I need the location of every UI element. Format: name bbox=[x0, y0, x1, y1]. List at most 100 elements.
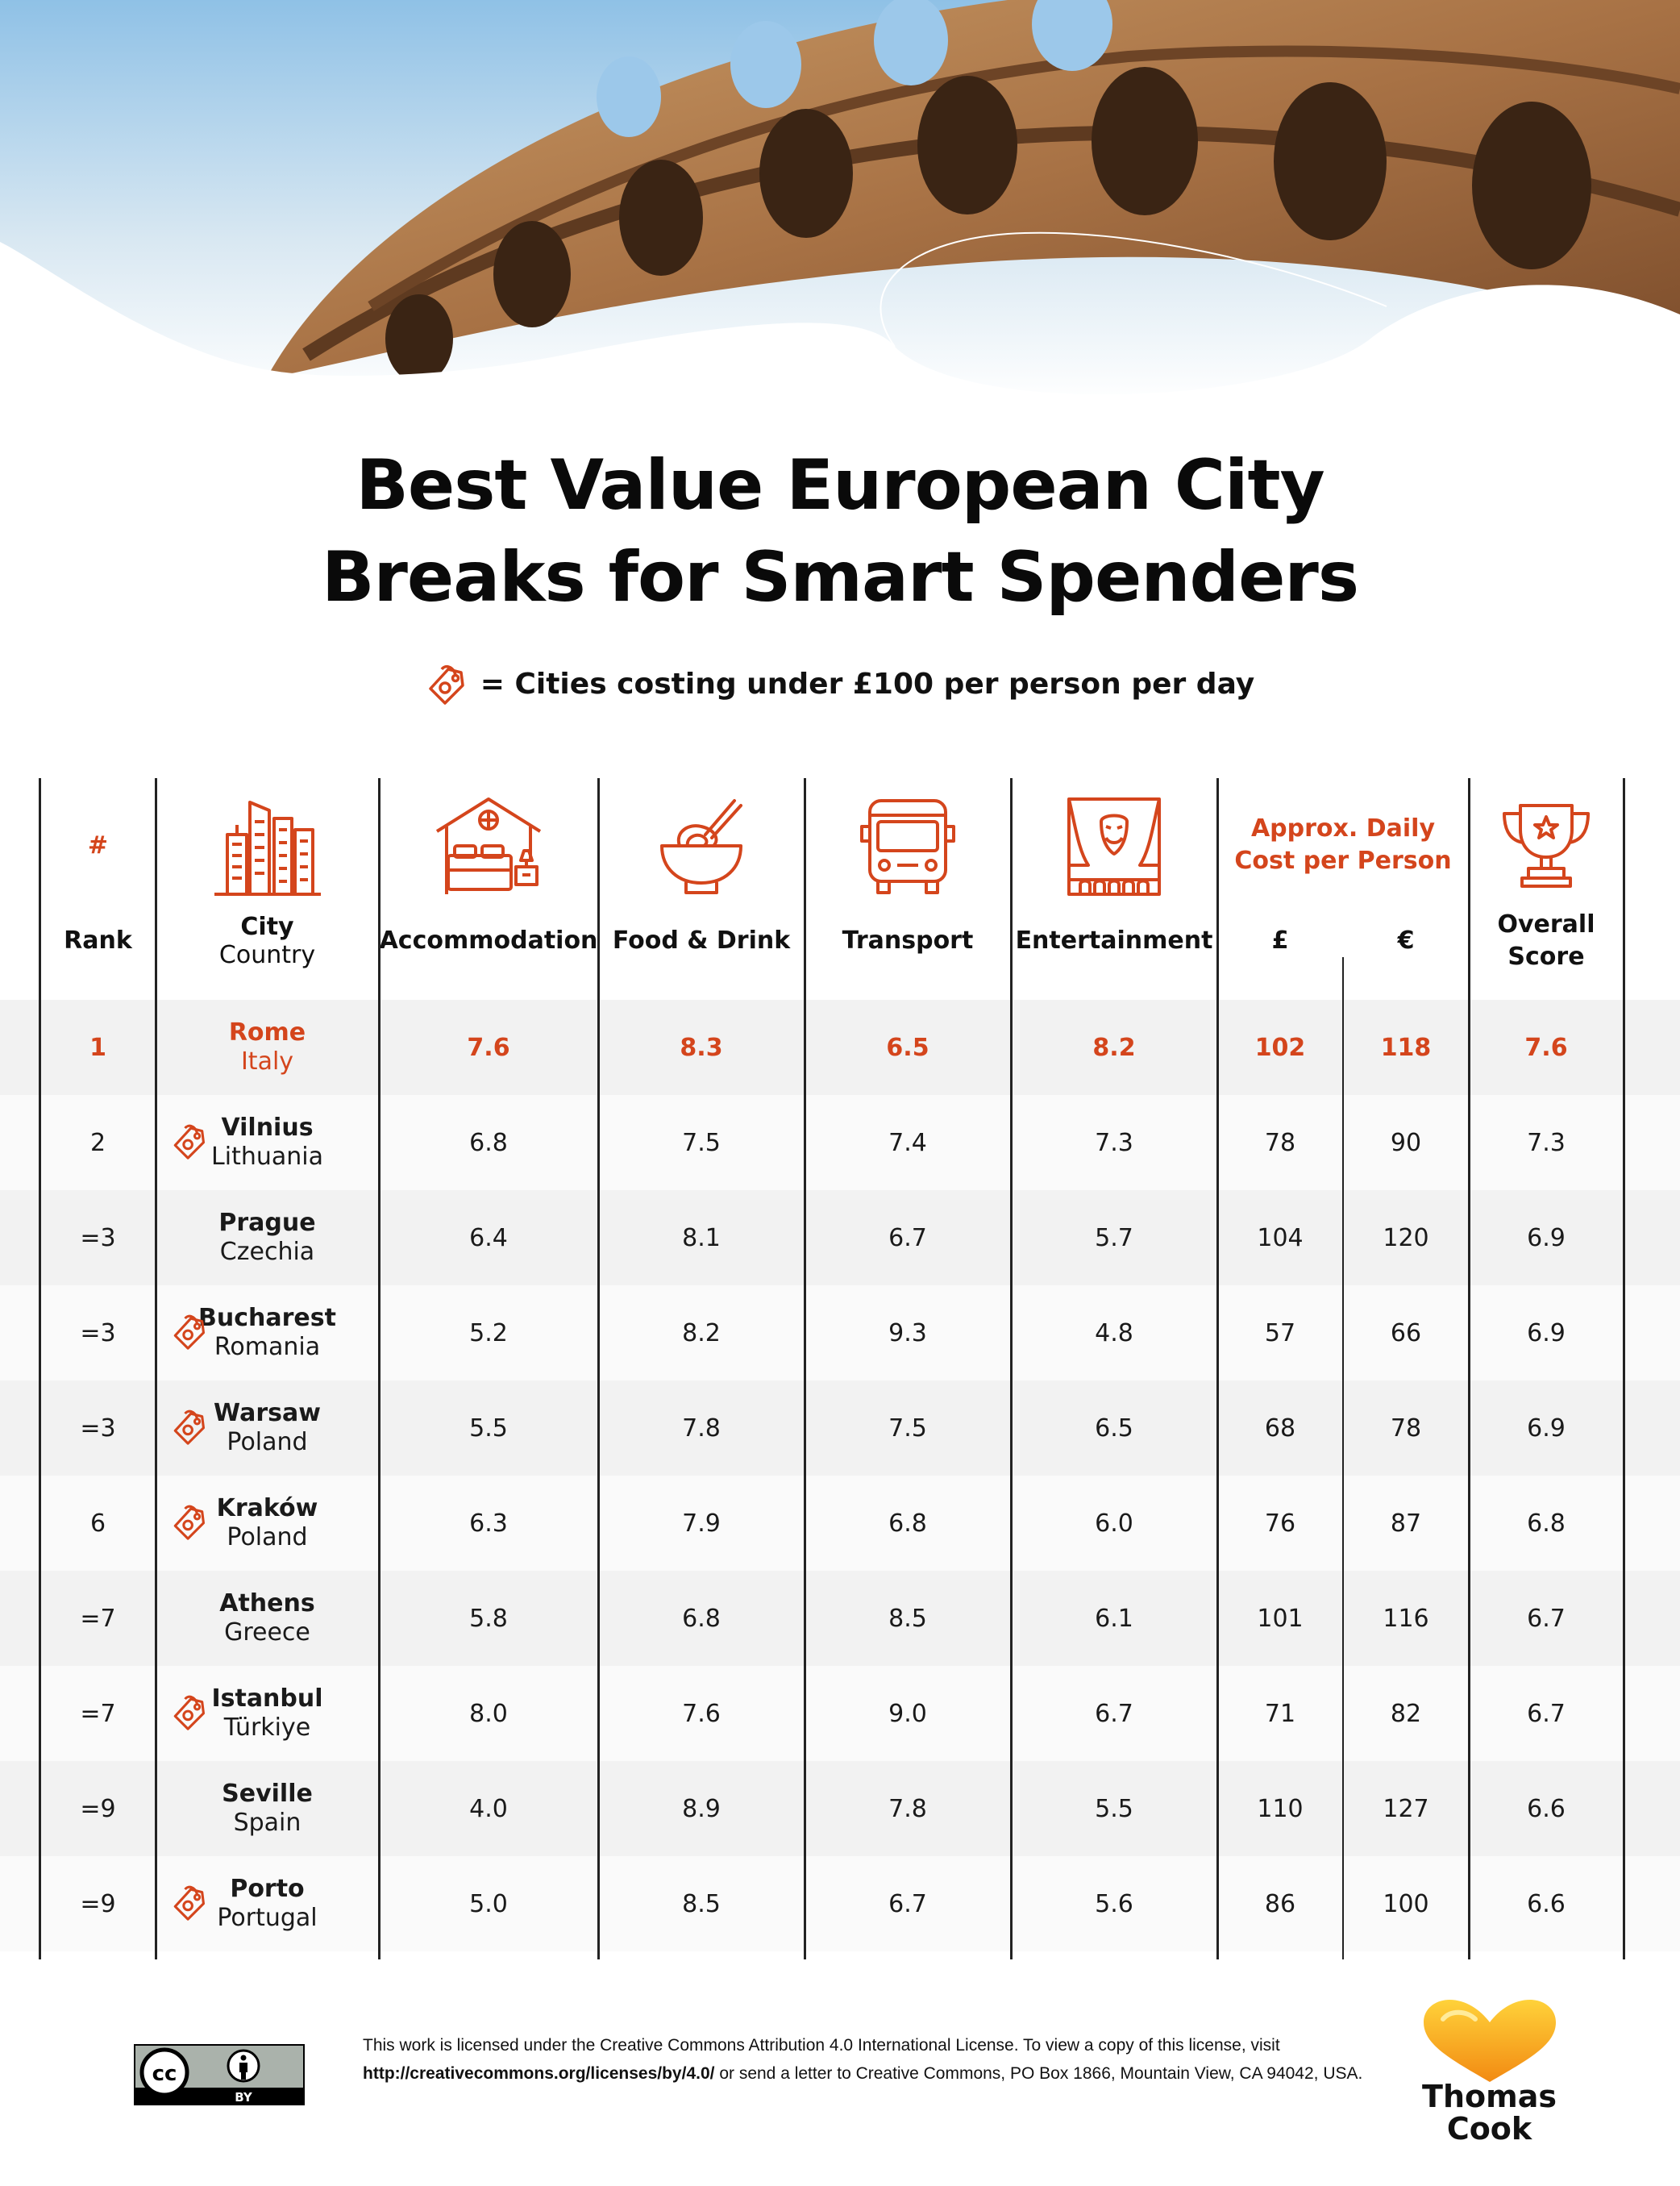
cc-badge-text: cc bbox=[152, 2062, 177, 2086]
entertainment-cell: 7.3 bbox=[1095, 1128, 1133, 1157]
entertainment-cell: 6.1 bbox=[1095, 1604, 1133, 1633]
city-name: Warsaw bbox=[214, 1399, 321, 1427]
city-cell: Seville Spain bbox=[156, 1761, 379, 1856]
hero-image bbox=[0, 0, 1680, 403]
eur-cell: 127 bbox=[1383, 1794, 1429, 1823]
rank-header-label: Rank bbox=[64, 926, 132, 955]
rank-cell: =9 bbox=[80, 1794, 116, 1823]
overall-cell: 6.9 bbox=[1527, 1318, 1566, 1347]
accommodation-cell: 6.3 bbox=[469, 1509, 508, 1538]
column-divider bbox=[1216, 778, 1219, 1959]
entertainment-cell: 5.5 bbox=[1095, 1794, 1133, 1823]
country-name: Lithuania bbox=[211, 1143, 323, 1171]
table-row: =3 Prague Czechia 6.4 8.1 6.7 5.7 104 120 6.9 bbox=[0, 1190, 1680, 1285]
gbp-cell: 57 bbox=[1264, 1318, 1296, 1347]
noodle-bowl-icon bbox=[660, 799, 742, 894]
rank-cell: =3 bbox=[80, 1223, 116, 1252]
accommodation-cell: 7.6 bbox=[467, 1033, 510, 1062]
transport-cell: 6.7 bbox=[888, 1889, 927, 1918]
country-name: Italy bbox=[240, 1047, 294, 1076]
city-name: Rome bbox=[228, 1018, 306, 1047]
table-row: 6 Kraków Poland 6.3 7.9 6.8 6.0 76 87 6.8 bbox=[0, 1476, 1680, 1571]
food-cell: 6.8 bbox=[682, 1604, 721, 1633]
daily-cost-header-label: Approx. Daily Cost per Person bbox=[1234, 814, 1452, 875]
rank-cell: =9 bbox=[80, 1889, 116, 1918]
city-name: Istanbul bbox=[211, 1684, 323, 1713]
header-transport: Transport bbox=[805, 778, 1011, 1000]
accommodation-cell: 6.4 bbox=[469, 1223, 508, 1252]
entertainment-cell: 6.0 bbox=[1095, 1509, 1133, 1538]
food-cell: 8.5 bbox=[682, 1889, 721, 1918]
entertainment-header-label: Entertainment bbox=[1015, 926, 1213, 955]
overall-cell: 7.3 bbox=[1527, 1128, 1566, 1157]
transport-cell: 7.4 bbox=[888, 1128, 927, 1157]
eur-cell: 87 bbox=[1390, 1509, 1422, 1538]
accommodation-cell: 8.0 bbox=[469, 1699, 508, 1728]
thomas-cook-heart-logo bbox=[1424, 2000, 1556, 2082]
table-row: 2 Vilnius Lithuania 6.8 7.5 7.4 7.3 78 90 7.3 bbox=[0, 1095, 1680, 1190]
column-divider bbox=[1468, 778, 1470, 1959]
entertainment-cell: 4.8 bbox=[1095, 1318, 1133, 1347]
city-name: Seville bbox=[222, 1780, 313, 1808]
license-text: This work is licensed under the Creative… bbox=[363, 2031, 1387, 2088]
ranking-table: 1 Rome Italy 7.6 8.3 6.5 8.2 102 118 7.6 2 Vilnius L… bbox=[0, 778, 1680, 1959]
country-name: Türkiye bbox=[223, 1713, 311, 1742]
entertainment-cell: 5.7 bbox=[1095, 1223, 1133, 1252]
header-entertainment: Entertainment bbox=[1011, 778, 1217, 1000]
rank-cell: =7 bbox=[80, 1604, 116, 1633]
country-name: Romania bbox=[214, 1333, 321, 1361]
city-cell: Istanbul Türkiye bbox=[156, 1666, 379, 1761]
food-cell: 8.2 bbox=[682, 1318, 721, 1347]
accommodation-header-label: Accommodation bbox=[379, 926, 598, 955]
country-name: Portugal bbox=[217, 1904, 318, 1932]
gbp-cell: 86 bbox=[1264, 1889, 1296, 1918]
table-row: 1 Rome Italy 7.6 8.3 6.5 8.2 102 118 7.6 bbox=[0, 1000, 1680, 1095]
food-cell: 7.8 bbox=[682, 1414, 721, 1443]
entertainment-cell: 6.7 bbox=[1095, 1699, 1133, 1728]
column-divider bbox=[155, 778, 157, 1959]
column-divider bbox=[597, 778, 600, 1959]
gbp-cell: 71 bbox=[1264, 1699, 1296, 1728]
city-name: Athens bbox=[219, 1589, 315, 1618]
country-header-label: Country bbox=[218, 941, 316, 969]
gbp-cell: 68 bbox=[1264, 1414, 1296, 1443]
city-header-label: City bbox=[240, 913, 294, 941]
license-link[interactable]: http://creativecommons.org/licenses/by/4… bbox=[363, 2064, 715, 2083]
price-tag-icon bbox=[173, 1314, 206, 1350]
transport-cell: 6.8 bbox=[888, 1509, 927, 1538]
page-title-line-2: Breaks for Smart Spenders bbox=[321, 537, 1359, 618]
country-name: Poland bbox=[227, 1523, 308, 1551]
bed-icon bbox=[435, 797, 542, 894]
column-divider bbox=[1010, 778, 1013, 1959]
city-cell: Vilnius Lithuania bbox=[156, 1095, 379, 1190]
city-cell: Bucharest Romania bbox=[156, 1285, 379, 1380]
eur-cell: 116 bbox=[1383, 1604, 1429, 1633]
license-text-2: or send a letter to Creative Commons, PO… bbox=[714, 2064, 1363, 2083]
accommodation-cell: 5.2 bbox=[469, 1318, 508, 1347]
page-title: Best Value European City Breaks for Smar… bbox=[0, 439, 1680, 623]
overall-cell: 6.6 bbox=[1527, 1794, 1566, 1823]
table-row: =9 Seville Spain 4.0 8.9 7.8 5.5 110 127 6.6 bbox=[0, 1761, 1680, 1856]
eur-cell: 118 bbox=[1380, 1033, 1432, 1062]
currency-divider bbox=[1342, 957, 1344, 1959]
city-name: Kraków bbox=[216, 1494, 318, 1522]
table-row: =9 Porto Portugal 5.0 8.5 6.7 5.6 86 100 6.6 bbox=[0, 1856, 1680, 1951]
overall-cell: 6.7 bbox=[1527, 1604, 1566, 1633]
food-cell: 7.6 bbox=[682, 1699, 721, 1728]
trophy-icon bbox=[1503, 804, 1590, 888]
transport-cell: 6.5 bbox=[886, 1033, 929, 1062]
price-tag-icon bbox=[173, 1409, 206, 1445]
transport-cell: 8.5 bbox=[888, 1604, 927, 1633]
rank-cell: 1 bbox=[89, 1033, 106, 1062]
page-title-line-1: Best Value European City bbox=[356, 445, 1324, 526]
header-accommodation: Accommodation bbox=[379, 778, 598, 1000]
overall-cell: 6.9 bbox=[1527, 1223, 1566, 1252]
eur-cell: 120 bbox=[1383, 1223, 1429, 1252]
city-name: Porto bbox=[230, 1875, 305, 1903]
transport-cell: 9.3 bbox=[888, 1318, 927, 1347]
brand-name-line-1: Thomas bbox=[1422, 2079, 1557, 2114]
cc-by-license-badge: cc BY bbox=[134, 2044, 305, 2105]
bus-icon bbox=[860, 799, 955, 894]
transport-cell: 7.8 bbox=[888, 1794, 927, 1823]
accommodation-cell: 5.5 bbox=[469, 1414, 508, 1443]
